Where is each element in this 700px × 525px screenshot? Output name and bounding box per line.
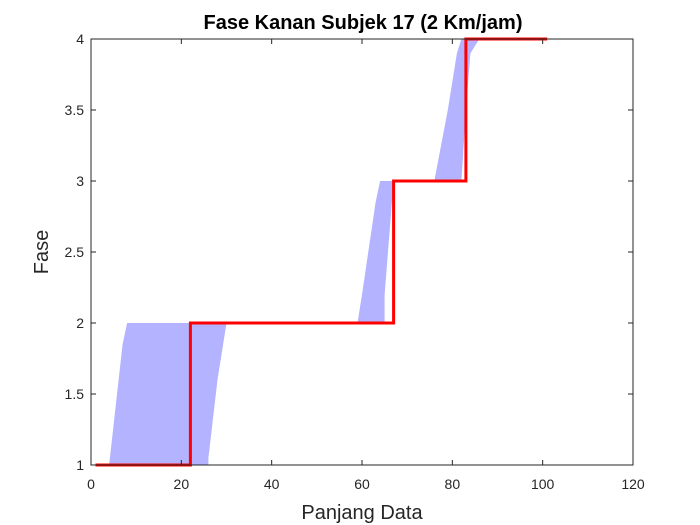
x-tick-label: 100 [531,476,555,492]
x-axis-ticks: 0 20 40 60 80 100 120 [87,39,645,492]
y-tick-label: 1.5 [65,386,85,402]
y-axis-ticks: 1 1.5 2 2.5 3 3.5 4 [65,31,633,473]
y-tick-label: 2 [76,315,84,331]
x-tick-label: 40 [264,476,280,492]
y-axis-label: Fase [31,230,53,274]
phase-range-band [95,39,480,465]
chart-title: Fase Kanan Subjek 17 (2 Km/jam) [203,12,522,34]
y-tick-label: 2.5 [65,244,85,260]
y-tick-label: 3 [76,173,84,189]
x-tick-label: 60 [354,476,370,492]
plot-area [90,37,634,467]
x-tick-label: 20 [174,476,190,492]
y-tick-label: 4 [76,31,84,47]
y-tick-label: 3.5 [65,102,85,118]
x-tick-label: 0 [87,476,95,492]
y-tick-label: 1 [76,457,84,473]
x-tick-label: 80 [445,476,461,492]
x-axis-label: Panjang Data [301,502,423,524]
x-tick-label: 120 [621,476,645,492]
